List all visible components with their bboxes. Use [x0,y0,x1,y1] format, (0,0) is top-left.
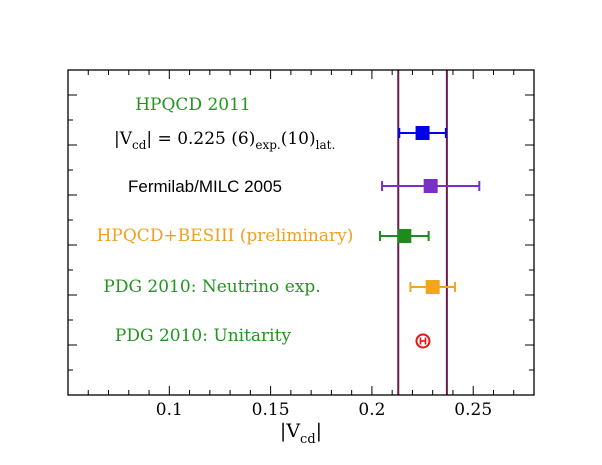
annotation-mid1: | = 0.225 (6) [146,129,255,149]
data-point-4 [415,333,431,349]
data-marker [423,179,438,193]
x-tick-label: 0.25 [454,400,492,420]
label-pdg-neutrino: PDG 2010: Neutrino exp. [103,277,320,297]
x-tick-label: 0.15 [252,400,290,420]
data-marker [397,229,412,243]
annotation-sub-cd: cd [132,138,147,152]
data-point-3 [409,280,456,294]
data-marker [425,280,440,294]
x-tick-label: 0.2 [358,400,385,420]
x-axis-title-close: | [316,420,322,442]
annotation-vcd-value: |Vcd| = 0.225 (6)exp.(10)lat. [114,129,335,152]
x-axis-title-sub: cd [300,432,316,447]
label-pdg-unitarity: PDG 2010: Unitarity [115,326,292,346]
label-fermilab-milc: Fermilab/MILC 2005 [128,177,282,196]
data-point-1 [381,179,481,193]
x-axis-title-main: |V [280,420,300,442]
annotation-mid2: (10) [281,129,316,149]
label-hpqcd-2011: HPQCD 2011 [135,95,251,115]
label-hpqcd-besiii: HPQCD+BESIII (preliminary) [97,226,354,246]
plot-frame [67,69,535,396]
x-tick-label: 0.1 [156,400,183,420]
annotation-prefix: |V [114,129,133,149]
data-point-0 [398,126,447,140]
x-axis-title: |Vcd| [280,420,322,447]
data-marker [415,126,430,140]
mark-layer [379,126,481,349]
tick-layer: 0.1 0.15 0.2 0.25 [67,69,535,420]
annotation-sub-lat: lat. [316,138,336,152]
annotation-sub-exp: exp. [255,138,280,152]
data-point-2 [379,229,430,243]
